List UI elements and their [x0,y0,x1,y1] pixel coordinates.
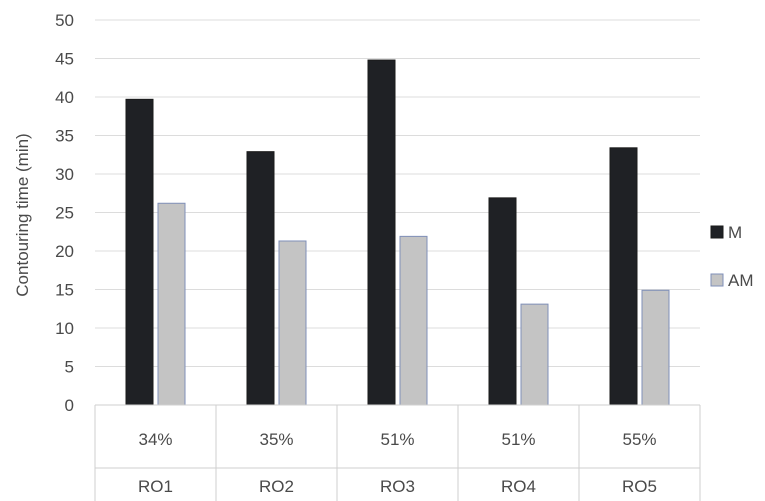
category-sublabel: 51% [501,430,535,449]
y-axis-label: Contouring time (min) [13,133,32,296]
legend-label-m: M [728,223,742,242]
y-tick-label: 15 [55,281,74,300]
bar-am-ro3 [399,235,428,406]
category-label: RO5 [622,477,657,496]
legend-swatch-m [710,225,724,239]
category-table: 34% RO1 35% RO2 51% RO3 51% RO4 55% RO5 [94,404,701,501]
bar-m-ro3 [367,59,396,406]
bar-am-ro4 [520,303,549,406]
bar-am-ro5 [641,289,670,406]
bar-m-ro1 [125,98,154,406]
legend-label-am: AM [728,271,754,290]
y-tick-label: 0 [65,396,74,415]
category-label: RO2 [259,477,294,496]
y-tick-label: 45 [55,50,74,69]
bars [125,59,670,406]
category-label: RO1 [138,477,173,496]
gridlines [95,19,700,367]
bar-m-ro5 [609,147,638,406]
category-label: RO3 [380,477,415,496]
y-axis-ticks: 0 5 10 15 20 25 30 35 40 45 50 [55,11,74,415]
category-sublabel: 51% [380,430,414,449]
legend: M AM [710,223,754,290]
y-tick-label: 5 [65,358,74,377]
category-label: RO4 [501,477,536,496]
bar-m-ro2 [246,151,275,406]
y-tick-label: 35 [55,127,74,146]
bar-m-ro4 [488,197,517,406]
category-sublabel: 55% [622,430,656,449]
y-tick-label: 50 [55,11,74,30]
y-tick-label: 25 [55,204,74,223]
bar-am-ro2 [278,240,307,406]
y-tick-label: 10 [55,319,74,338]
category-sublabel: 35% [259,430,293,449]
y-tick-label: 20 [55,242,74,261]
y-tick-label: 30 [55,165,74,184]
bar-am-ro1 [157,202,186,406]
legend-swatch-am [710,273,724,287]
y-tick-label: 40 [55,88,74,107]
category-sublabel: 34% [138,430,172,449]
